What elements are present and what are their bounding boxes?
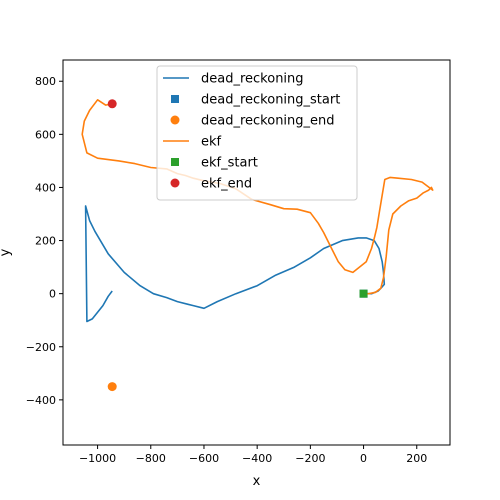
x-tick-label: 200: [406, 452, 427, 465]
legend-label: ekf: [201, 135, 222, 150]
legend-label: dead_reckoning_start: [201, 93, 340, 108]
x-tick-label: −800: [136, 452, 166, 465]
legend-label: dead_reckoning: [201, 72, 304, 87]
legend-handle-dead_reckoning_start: [171, 95, 179, 103]
x-tick-label: −600: [189, 452, 219, 465]
legend-handle-dead_reckoning_end: [170, 115, 180, 125]
x-axis-label: x: [253, 474, 261, 489]
x-tick-label: −200: [295, 452, 325, 465]
legend: dead_reckoning dead_reckoning_start dead_r…: [156, 65, 358, 201]
x-tick-label: −400: [242, 452, 272, 465]
legend-label: ekf_start: [201, 156, 258, 171]
legend-handle-ekf_start: [171, 158, 179, 166]
y-axis-label: y: [0, 248, 13, 256]
y-tick-label: 800: [35, 75, 56, 88]
series-line-ekf: [81, 99, 434, 295]
plot-area: [81, 99, 434, 392]
marker-ekf_end: [107, 99, 117, 109]
y-tick-label: 0: [49, 288, 56, 301]
legend-label: ekf_end: [201, 177, 252, 192]
series-line-dead_reckoning: [84, 205, 386, 323]
marker-dead_reckoning_end: [107, 382, 117, 392]
legend-handle-ekf_end: [170, 178, 180, 188]
marker-ekf_start: [359, 289, 368, 298]
y-tick-label: 200: [35, 235, 56, 248]
x-axis-ticks: −1000 −800 −600 −400 −200 0 200: [79, 445, 427, 465]
y-tick-label: −200: [26, 341, 56, 354]
axes-frame: [62, 59, 451, 446]
y-tick-label: 600: [35, 128, 56, 141]
y-tick-label: −400: [26, 394, 56, 407]
legend-box: [156, 65, 358, 201]
x-tick-label: −1000: [79, 452, 116, 465]
legend-label: dead_reckoning_end: [201, 114, 335, 129]
y-axis-ticks: −400 −200 0 200 400 600 800: [26, 75, 63, 407]
y-tick-label: 400: [35, 181, 56, 194]
x-tick-label: 0: [360, 452, 367, 465]
